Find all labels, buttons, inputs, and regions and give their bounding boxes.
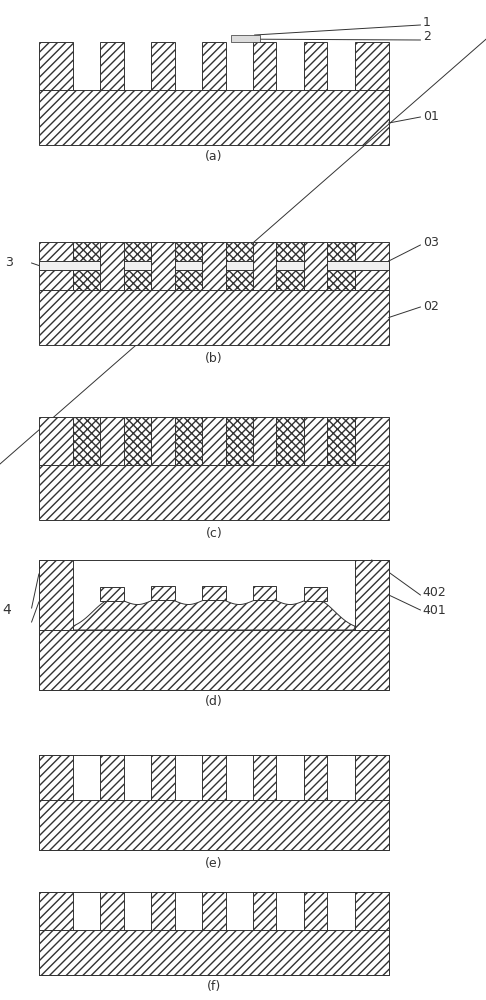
Text: (c): (c)	[206, 527, 222, 540]
Bar	[253, 892, 277, 930]
Bar	[39, 42, 73, 90]
Bar	[202, 42, 226, 90]
Bar	[151, 755, 174, 800]
Bar	[304, 755, 327, 800]
Bar	[304, 587, 327, 601]
Bar	[101, 417, 124, 465]
Bar	[101, 242, 124, 290]
Bar	[253, 242, 277, 290]
Text: 1: 1	[423, 15, 431, 28]
Bar	[202, 417, 226, 465]
Bar	[355, 417, 389, 465]
Bar	[202, 586, 226, 600]
Text: 01: 01	[423, 109, 439, 122]
Bar	[39, 755, 73, 800]
Bar	[39, 892, 389, 975]
Bar	[39, 560, 389, 690]
Bar	[39, 560, 73, 630]
Bar	[101, 755, 124, 800]
Bar	[39, 630, 389, 690]
Text: 03: 03	[423, 235, 439, 248]
Bar	[253, 417, 277, 465]
Text: 02: 02	[423, 300, 439, 312]
Bar	[355, 892, 389, 930]
Text: (b): (b)	[205, 352, 223, 365]
Bar	[304, 42, 327, 90]
Text: 2: 2	[423, 30, 431, 43]
Bar	[231, 35, 260, 42]
Bar	[39, 90, 389, 145]
Text: 4: 4	[2, 603, 11, 617]
Bar	[253, 42, 277, 90]
Bar	[39, 800, 389, 850]
Bar	[39, 755, 389, 850]
Bar	[202, 892, 226, 930]
Bar	[73, 242, 355, 290]
Bar	[39, 465, 389, 520]
Text: (d): (d)	[205, 695, 223, 708]
Text: (a): (a)	[205, 150, 223, 163]
Bar	[101, 587, 124, 601]
Bar	[355, 755, 389, 800]
Bar	[151, 42, 174, 90]
Polygon shape	[73, 598, 355, 630]
Text: (e): (e)	[205, 857, 223, 870]
Bar	[355, 560, 389, 630]
Bar	[39, 930, 389, 975]
Bar	[39, 417, 73, 465]
Bar	[39, 261, 389, 270]
Bar	[39, 290, 389, 345]
Bar	[253, 755, 277, 800]
Bar	[304, 242, 327, 290]
Bar	[253, 586, 277, 600]
Bar	[355, 42, 389, 90]
Text: 401: 401	[423, 603, 447, 616]
Bar	[202, 755, 226, 800]
Bar	[101, 42, 124, 90]
Bar	[101, 892, 124, 930]
Bar	[151, 417, 174, 465]
Bar	[355, 242, 389, 290]
Text: 3: 3	[5, 256, 13, 269]
Bar	[151, 892, 174, 930]
Bar	[304, 892, 327, 930]
Text: 402: 402	[423, 586, 447, 599]
Text: (f): (f)	[207, 980, 221, 993]
Bar	[73, 417, 355, 465]
Bar	[151, 242, 174, 290]
Bar	[39, 892, 73, 930]
Bar	[151, 586, 174, 600]
Bar	[304, 417, 327, 465]
Bar	[39, 242, 73, 290]
Bar	[202, 242, 226, 290]
